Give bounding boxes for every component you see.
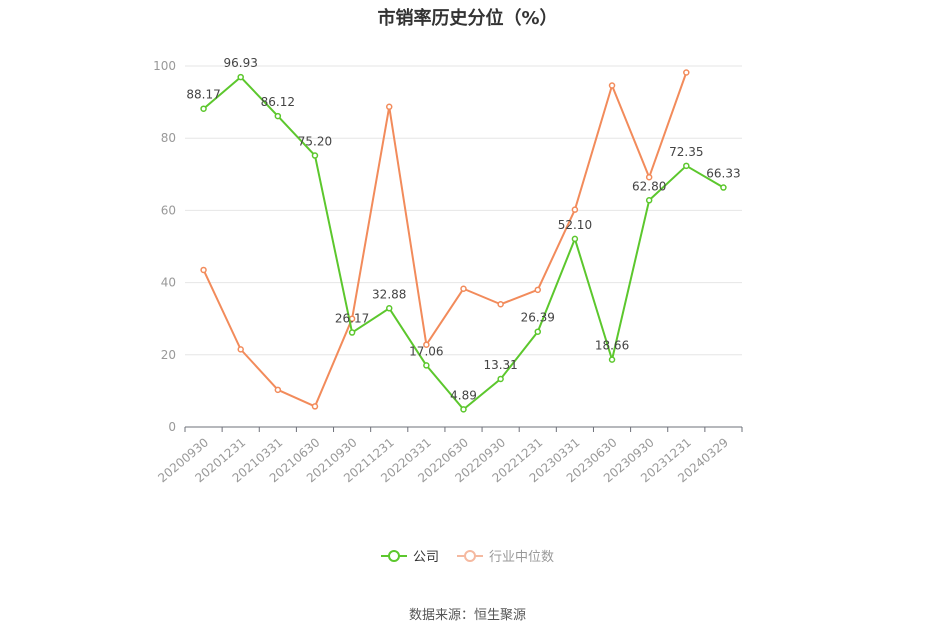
industry-median-point (423, 341, 430, 348)
company-data-label: 17.06 (409, 344, 443, 358)
company-data-label: 96.93 (224, 56, 258, 70)
y-tick-label: 60 (161, 203, 176, 217)
company-point (608, 356, 616, 363)
company-point (311, 152, 319, 159)
legend-company-label: 公司 (412, 550, 439, 565)
company-data-label: 52.10 (558, 218, 592, 232)
industry-median-line (202, 72, 688, 408)
industry-median-point (460, 285, 467, 292)
company-data-label: 66.33 (706, 167, 740, 181)
legend-industry-marker-icon (457, 549, 483, 563)
company-point (645, 197, 653, 204)
industry-median-point (311, 403, 319, 410)
company-point (237, 73, 244, 81)
y-tick-label: 80 (161, 131, 176, 145)
company-line (202, 76, 724, 411)
y-tick-label: 100 (153, 59, 176, 73)
industry-median-point (608, 82, 616, 89)
y-tick-label: 0 (168, 420, 176, 434)
legend-item-industry-median[interactable]: 行业中位数 (457, 546, 554, 565)
company-data-label: 13.31 (483, 358, 517, 372)
company-data-label: 4.89 (450, 388, 477, 402)
company-data-label: 26.17 (335, 312, 369, 326)
company-point (385, 305, 393, 312)
chart-title: 市销率历史分位（%） (377, 8, 558, 29)
company-data-label: 18.66 (595, 339, 629, 353)
industry-median-point (385, 103, 393, 111)
y-tick-label: 40 (161, 276, 176, 290)
chart-legend: 公司 行业中位数 (0, 546, 935, 565)
industry-median-point (274, 386, 282, 394)
company-point (460, 406, 467, 413)
company-point (720, 184, 727, 191)
company-data-label: 72.35 (669, 145, 703, 159)
industry-median-point (200, 266, 207, 274)
company-data-label: 62.80 (632, 179, 666, 193)
legend-industry-label: 行业中位数 (489, 550, 555, 565)
industry-median-point (534, 286, 542, 294)
company-data-label: 88.17 (186, 88, 220, 102)
company-point (683, 162, 690, 170)
company-point (200, 105, 207, 112)
company-data-label: 32.88 (372, 287, 406, 301)
industry-median-point (497, 301, 504, 308)
company-point (571, 235, 579, 243)
industry-median-point (645, 173, 653, 181)
company-data-label: 26.39 (521, 311, 555, 325)
data-source: 数据来源：恒生聚源 (408, 608, 526, 623)
legend-company-marker-icon (380, 549, 407, 563)
industry-median-point (683, 69, 690, 76)
company-point (497, 375, 504, 383)
company-point (534, 328, 542, 335)
line-chart: 0204060801002020093020201231202103312021… (153, 56, 743, 485)
company-data-label: 86.12 (261, 95, 295, 109)
legend-item-company[interactable]: 公司 (380, 546, 439, 565)
company-point (274, 112, 282, 120)
company-point (348, 329, 356, 336)
industry-median-point (237, 346, 244, 353)
company-data-label: 75.20 (298, 135, 332, 149)
y-tick-label: 20 (161, 348, 176, 362)
company-point (423, 362, 430, 369)
industry-median-point (571, 206, 579, 213)
